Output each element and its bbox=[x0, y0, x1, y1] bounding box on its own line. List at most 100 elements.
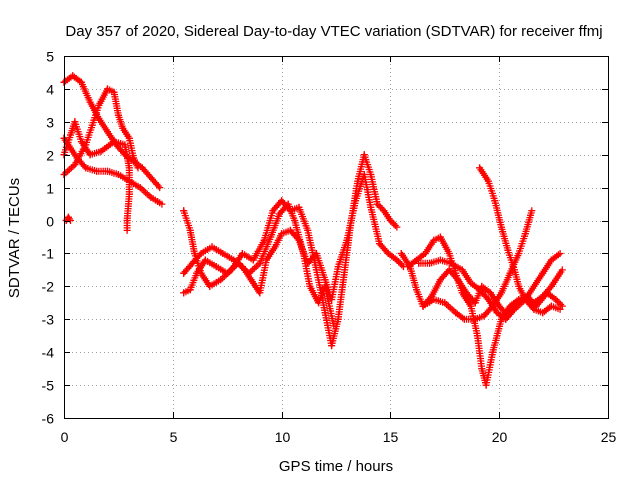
data-point bbox=[125, 134, 133, 142]
data-point bbox=[360, 171, 368, 178]
data-point bbox=[556, 305, 564, 313]
data-point bbox=[556, 250, 564, 257]
data-point bbox=[528, 207, 536, 215]
data-point bbox=[495, 302, 503, 310]
data-point bbox=[510, 266, 518, 274]
gridlines bbox=[64, 56, 608, 418]
data-point bbox=[284, 200, 292, 208]
data-point bbox=[125, 164, 133, 172]
data-point bbox=[515, 250, 523, 257]
axis-ticks bbox=[64, 56, 609, 419]
x-tick-label: 25 bbox=[601, 429, 617, 445]
data-point bbox=[269, 207, 277, 215]
series-sat-b bbox=[60, 85, 142, 178]
data-point bbox=[506, 302, 514, 310]
data-point bbox=[67, 131, 74, 139]
data-point bbox=[360, 151, 368, 159]
data-point bbox=[158, 200, 166, 208]
data-point bbox=[230, 256, 238, 264]
data-point bbox=[71, 161, 79, 169]
data-point bbox=[471, 315, 479, 323]
data-point bbox=[330, 322, 338, 330]
data-point bbox=[93, 167, 101, 175]
data-point bbox=[156, 184, 164, 192]
data-point bbox=[482, 381, 490, 389]
data-point bbox=[88, 121, 96, 129]
data-point bbox=[77, 78, 85, 86]
y-tick-label: -5 bbox=[42, 378, 55, 394]
data-point bbox=[521, 230, 529, 238]
y-tick-label: -6 bbox=[42, 411, 55, 427]
data-point bbox=[249, 256, 257, 264]
y-tick-label: 1 bbox=[46, 181, 54, 197]
data-point bbox=[247, 276, 255, 284]
series-sat-k bbox=[415, 250, 564, 323]
data-point bbox=[515, 282, 523, 290]
data-point bbox=[415, 259, 423, 267]
data-point bbox=[114, 171, 122, 178]
y-tick-label: 5 bbox=[46, 49, 54, 65]
data-point bbox=[436, 276, 444, 284]
data-point bbox=[539, 269, 547, 277]
data-point bbox=[147, 194, 155, 201]
y-tick-label: 0 bbox=[46, 214, 54, 230]
data-point bbox=[343, 236, 351, 244]
data-point bbox=[86, 151, 94, 159]
data-point bbox=[125, 190, 133, 198]
data-point bbox=[278, 197, 286, 205]
x-tick-label: 15 bbox=[383, 429, 399, 445]
x-tick-label: 5 bbox=[170, 429, 178, 445]
x-tick-label: 10 bbox=[275, 429, 291, 445]
data-point bbox=[86, 98, 94, 106]
data-point bbox=[212, 263, 220, 271]
data-point bbox=[341, 266, 349, 274]
data-series bbox=[60, 72, 566, 389]
data-point bbox=[484, 296, 492, 303]
data-point bbox=[260, 236, 268, 244]
data-point bbox=[328, 342, 336, 350]
data-point bbox=[180, 289, 188, 297]
data-point bbox=[504, 246, 512, 254]
data-point bbox=[95, 101, 103, 109]
data-point bbox=[458, 289, 466, 297]
plot-frame bbox=[64, 56, 609, 419]
data-point bbox=[376, 240, 383, 248]
data-point bbox=[547, 256, 555, 264]
data-point bbox=[104, 85, 111, 93]
data-point bbox=[77, 138, 85, 146]
data-point bbox=[497, 289, 505, 297]
data-point bbox=[484, 177, 492, 185]
data-point bbox=[201, 256, 209, 264]
y-tick-label: 3 bbox=[46, 115, 54, 131]
data-point bbox=[460, 315, 468, 323]
x-axis-label: GPS time / hours bbox=[279, 458, 393, 475]
y-tick-label: -2 bbox=[42, 279, 55, 295]
data-point bbox=[286, 226, 294, 234]
data-point bbox=[471, 299, 479, 307]
data-point bbox=[306, 282, 314, 290]
data-point bbox=[219, 250, 227, 257]
data-point bbox=[547, 302, 555, 310]
data-point bbox=[476, 286, 484, 294]
data-point bbox=[67, 144, 74, 152]
data-point bbox=[373, 200, 381, 208]
data-point bbox=[384, 250, 392, 257]
data-point bbox=[193, 269, 201, 277]
data-point bbox=[436, 233, 444, 241]
data-point bbox=[558, 266, 566, 274]
data-point bbox=[467, 302, 475, 310]
data-point bbox=[321, 309, 329, 317]
data-point bbox=[136, 184, 144, 192]
data-point bbox=[123, 226, 131, 234]
data-point bbox=[506, 269, 514, 277]
y-tick-label: -1 bbox=[42, 246, 55, 262]
y-axis-label: SDTVAR / TECUs bbox=[6, 178, 23, 298]
x-tick-label: 0 bbox=[61, 429, 69, 445]
x-tick-label: 20 bbox=[492, 429, 508, 445]
data-point bbox=[380, 207, 388, 215]
y-tick-label: 2 bbox=[46, 148, 54, 164]
chart-title: Day 357 of 2020, Sidereal Day-to-day VTE… bbox=[65, 23, 602, 40]
data-point bbox=[441, 299, 449, 307]
data-point bbox=[445, 250, 453, 257]
